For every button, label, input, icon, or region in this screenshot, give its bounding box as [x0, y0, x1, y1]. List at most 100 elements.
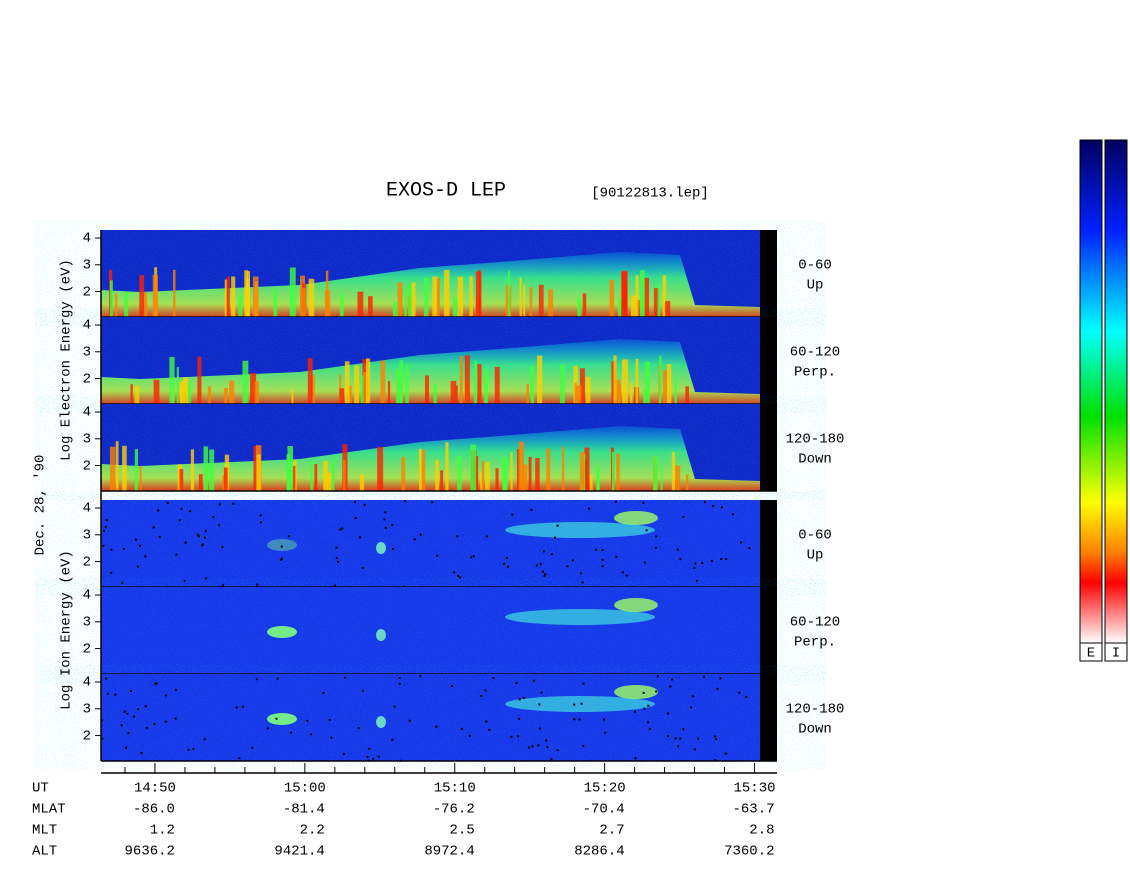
- y-tick-label: 4: [83, 675, 91, 691]
- direction-label: Perp.: [794, 365, 836, 381]
- spectrum-dot: [102, 544, 105, 547]
- spectrum-dot: [330, 736, 333, 739]
- date-label: Dec. 28, '90: [33, 455, 49, 556]
- spectrum-streak: [464, 355, 470, 404]
- panels: 2 3 4 0-60 Up 2 3 4 60-120 Perp. 2 3 4 120-180 Down 2 3 4…: [83, 230, 845, 762]
- spectrum-streak: [436, 278, 440, 317]
- spectrum-streak: [435, 459, 439, 491]
- y-tick-label: 3: [83, 702, 91, 718]
- spectrum-dot: [614, 500, 617, 503]
- spectrum-dot: [682, 728, 685, 731]
- spectrum-dot: [745, 695, 748, 698]
- spectrum-dot: [601, 548, 604, 551]
- spectrum-dot: [104, 525, 107, 528]
- spectrum-dot: [106, 692, 109, 695]
- spectrum-streak: [380, 360, 386, 404]
- spectrum-streak: [224, 279, 228, 317]
- spectrum-streak: [589, 474, 593, 491]
- spectrum-band: [376, 629, 386, 641]
- spectrum-dot: [604, 731, 607, 734]
- spectrum-streak: [548, 289, 554, 317]
- spectrum-streak: [507, 270, 511, 317]
- spectrum-streak: [494, 366, 500, 404]
- spectrum-dot: [694, 562, 697, 565]
- spectrum-streak: [340, 293, 344, 317]
- spectrum-dot: [515, 681, 518, 684]
- colorbar: [1079, 139, 1103, 644]
- spectrum-dot: [235, 706, 238, 709]
- spectrum-streak: [528, 456, 532, 491]
- spectrum-dot: [368, 747, 371, 750]
- spectrum-dot: [137, 708, 140, 711]
- spectrum-streak: [477, 364, 482, 404]
- spectrum-streak: [518, 441, 525, 491]
- spectrum-dot: [582, 682, 585, 685]
- spectrum-streak: [644, 361, 651, 404]
- spectrum-streak: [122, 445, 127, 491]
- spectrum-streak: [179, 386, 183, 404]
- spectrum-dot: [290, 731, 293, 734]
- spectrum-dot: [460, 727, 463, 730]
- spectrum-dot: [645, 529, 648, 532]
- spectrum-dot: [221, 546, 224, 549]
- spectrum-streak: [537, 355, 543, 404]
- spectrum-streak: [510, 452, 513, 491]
- spectrum-dot: [280, 545, 283, 548]
- spectrum-streak: [314, 463, 318, 491]
- spectrum-dot: [724, 752, 727, 755]
- spectrum-dot: [354, 517, 357, 520]
- spectrum-dot: [251, 746, 254, 749]
- spectrum-dot: [403, 500, 406, 503]
- spectrum-dot: [192, 748, 195, 751]
- spectrum-dot: [594, 548, 597, 551]
- spectrum-streak: [223, 387, 228, 404]
- spectrum-dot: [601, 558, 604, 561]
- spectrum-dot: [518, 717, 521, 720]
- spectrum-streak: [585, 377, 591, 404]
- spectrum-dot: [114, 693, 117, 696]
- spectrum-dot: [485, 720, 488, 723]
- spectrum-streak: [653, 456, 658, 491]
- spectrum-dot: [714, 735, 717, 738]
- spectrum-dot: [532, 679, 535, 682]
- colorbar-label: I: [1112, 646, 1120, 662]
- spectrum-dot: [343, 676, 346, 679]
- ephemeris-value: 8972.4: [424, 844, 474, 860]
- spectrum-dot: [530, 508, 533, 511]
- spectrum-dot: [712, 505, 715, 508]
- spectrum-streak: [273, 289, 278, 317]
- spectrum-streak: [577, 297, 582, 317]
- spectrum-streak: [300, 288, 306, 317]
- spectrum-dot: [544, 573, 547, 576]
- spectrum-streak: [616, 453, 620, 491]
- spectrum-dot: [531, 745, 534, 748]
- spectrum-dot: [157, 509, 160, 512]
- y-tick-label: 3: [83, 615, 91, 631]
- ephemeris-value: 2.5: [450, 823, 475, 839]
- spectrum-streak: [474, 456, 479, 491]
- spectrum-dot: [391, 523, 394, 526]
- data-gap: [760, 230, 777, 317]
- spectrum-streak: [286, 454, 291, 491]
- x-tick-label: 15:30: [734, 781, 776, 797]
- direction-label: Down: [798, 452, 832, 468]
- spectrum-streak: [596, 472, 600, 491]
- spectrum-band: [614, 685, 658, 699]
- ephemeris-value: 8286.4: [574, 844, 624, 860]
- spectrum-dot: [105, 519, 108, 522]
- spectrum-dot: [166, 502, 169, 505]
- spectrum-streak: [574, 383, 577, 404]
- spectrum-streak: [115, 293, 118, 317]
- spectrum-dot: [174, 717, 177, 720]
- data-gap: [760, 500, 777, 587]
- spectrum-dot: [691, 695, 694, 698]
- data-gap: [760, 404, 777, 491]
- spectrum-dot: [127, 732, 130, 735]
- pitch-label: 120-180: [786, 702, 845, 718]
- spectrum-streak: [635, 358, 639, 404]
- spectrum-dot: [669, 685, 672, 688]
- spectrum-band: [376, 716, 386, 728]
- spectrum-streak: [475, 271, 482, 317]
- spectrum-dot: [383, 518, 386, 521]
- spectrum-streak: [134, 385, 140, 404]
